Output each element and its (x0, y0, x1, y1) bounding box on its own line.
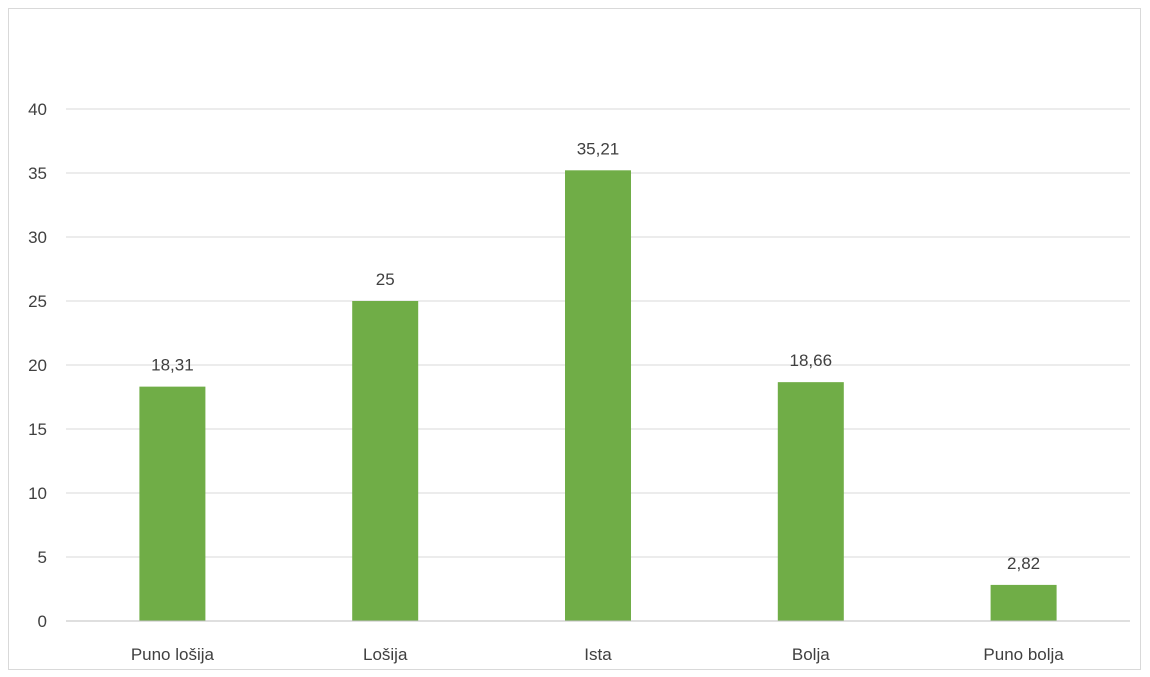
bar-3 (777, 382, 844, 621)
x-category-label: Ista (584, 645, 612, 664)
x-category-label: Puno bolja (983, 645, 1064, 664)
y-tick-label: 40 (28, 100, 47, 119)
bar-4 (990, 584, 1057, 621)
data-label: 35,21 (577, 139, 620, 158)
y-tick-label: 35 (28, 164, 47, 183)
data-label: 18,66 (790, 351, 833, 370)
y-tick-label: 0 (38, 612, 47, 631)
bar-0 (139, 386, 206, 621)
bar-2 (565, 170, 631, 621)
y-tick-label: 30 (28, 228, 47, 247)
x-category-label: Bolja (792, 645, 830, 664)
y-tick-label: 15 (28, 420, 47, 439)
y-tick-label: 10 (28, 484, 47, 503)
y-tick-label: 20 (28, 356, 47, 375)
y-tick-label: 25 (28, 292, 47, 311)
data-label: 2,82 (1007, 554, 1040, 573)
bar-1 (352, 301, 419, 621)
y-tick-label: 5 (38, 548, 47, 567)
x-category-label: Lošija (363, 645, 408, 664)
data-label: 18,31 (151, 356, 194, 375)
x-category-label: Puno lošija (131, 645, 215, 664)
data-label: 25 (376, 270, 395, 289)
